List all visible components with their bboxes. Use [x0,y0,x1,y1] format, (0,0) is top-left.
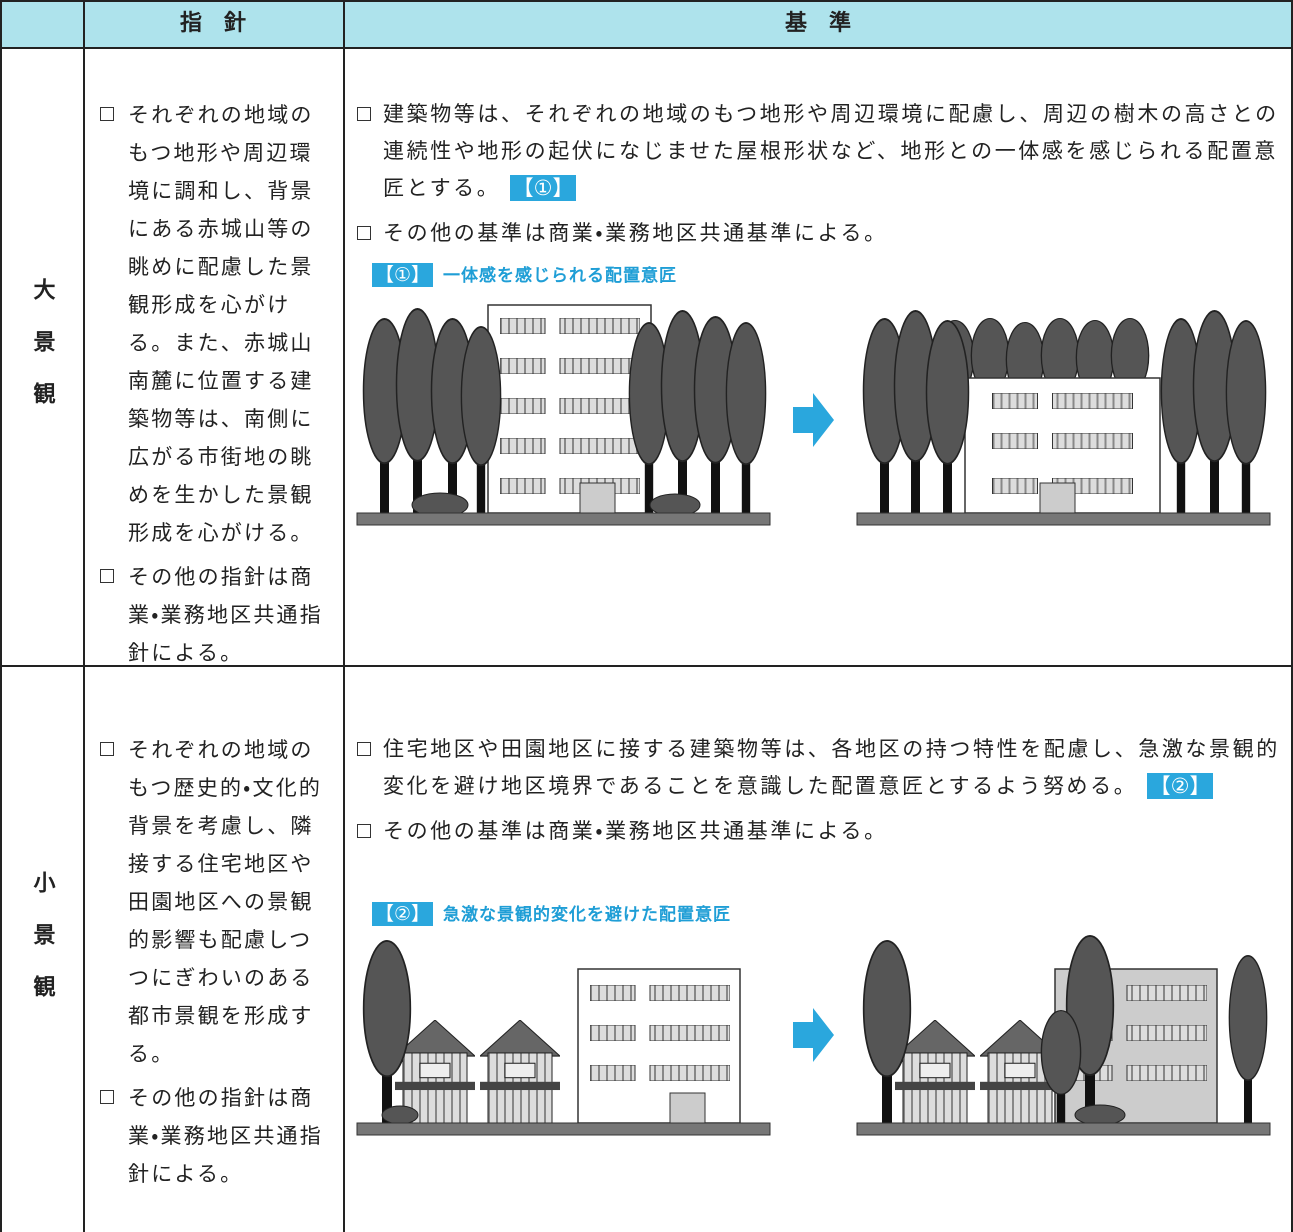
standard: 建築物等は、それぞれの地域のもつ地形や周辺環境に配慮し、周辺の樹木の高さとの連続… [357,96,1282,207]
border [0,665,1293,667]
row-label: 大景観 [29,278,55,434]
standards: 建築物等は、それぞれの地域のもつ地形や周辺環境に配慮し、周辺の樹木の高さとの連続… [357,96,1282,260]
guideline: それぞれの地域のもつ地形や周辺環境に調和し、背景にある赤城山等の眺めに配慮した景… [100,96,325,552]
guidelines: それぞれの地域のもつ地形や周辺環境に調和し、背景にある赤城山等の眺めに配慮した景… [100,96,325,678]
border [1291,0,1293,1232]
row-label: 小景観 [29,870,55,1027]
caption-text: 急激な景観的変化を避けた配置意匠 [443,905,732,925]
border [0,0,2,1232]
figure-tag: 【①】 [372,263,434,287]
standard-text: その他の基準は商業・業務地区共通基準による。 [383,819,888,843]
header-guideline: 指 針 [179,11,246,36]
standard: その他の基準は商業・業務地区共通基準による。 [357,813,1282,850]
figure-1 [356,304,1271,526]
header-standard: 基 準 [784,11,851,36]
guideline-text: その他の指針は商業・業務地区共通指針による。 [128,1086,323,1186]
standards: 住宅地区や田園地区に接する建築物等は、各地区の持つ特性を配慮し、急激な景観的変化… [357,731,1282,858]
figure-caption: 【①】 一体感を感じられる配置意匠 [372,260,677,287]
standard: 住宅地区や田園地区に接する建築物等は、各地区の持つ特性を配慮し、急激な景観的変化… [357,731,1282,805]
guideline: それぞれの地域のもつ歴史的・文化的背景を考慮し、隣接する住宅地区や田園地区への景… [100,731,325,1073]
guidelines: それぞれの地域のもつ歴史的・文化的背景を考慮し、隣接する住宅地区や田園地区への景… [100,731,325,1199]
standard-text: 建築物等は、それぞれの地域のもつ地形や周辺環境に配慮し、周辺の樹木の高さとの連続… [383,102,1279,200]
border [343,0,345,1232]
guideline: その他の指針は商業・業務地区共通指針による。 [100,558,325,672]
figure-caption: 【②】 急激な景観的変化を避けた配置意匠 [372,899,731,926]
standard-text: 住宅地区や田園地区に接する建築物等は、各地区の持つ特性を配慮し、急激な景観的変化… [383,737,1280,798]
guideline-text: それぞれの地域のもつ歴史的・文化的背景を考慮し、隣接する住宅地区や田園地区への景… [128,738,323,1066]
guideline: その他の指針は商業・業務地区共通指針による。 [100,1079,325,1193]
border [0,0,1293,2]
guideline-text: それぞれの地域のもつ地形や周辺環境に調和し、背景にある赤城山等の眺めに配慮した景… [128,103,314,545]
standard: その他の基準は商業・業務地区共通基準による。 [357,215,1282,252]
standard-tag: 【②】 [1146,773,1214,799]
standard-text: その他の基準は商業・業務地区共通基準による。 [383,221,888,245]
standard-tag: 【①】 [509,175,577,201]
header-bg [0,0,1293,47]
figure-tag: 【②】 [372,902,434,926]
border [0,47,1293,49]
figure-2 [356,935,1271,1136]
border [83,0,85,1232]
guideline-text: その他の指針は商業・業務地区共通指針による。 [128,565,323,665]
caption-text: 一体感を感じられる配置意匠 [443,266,678,286]
